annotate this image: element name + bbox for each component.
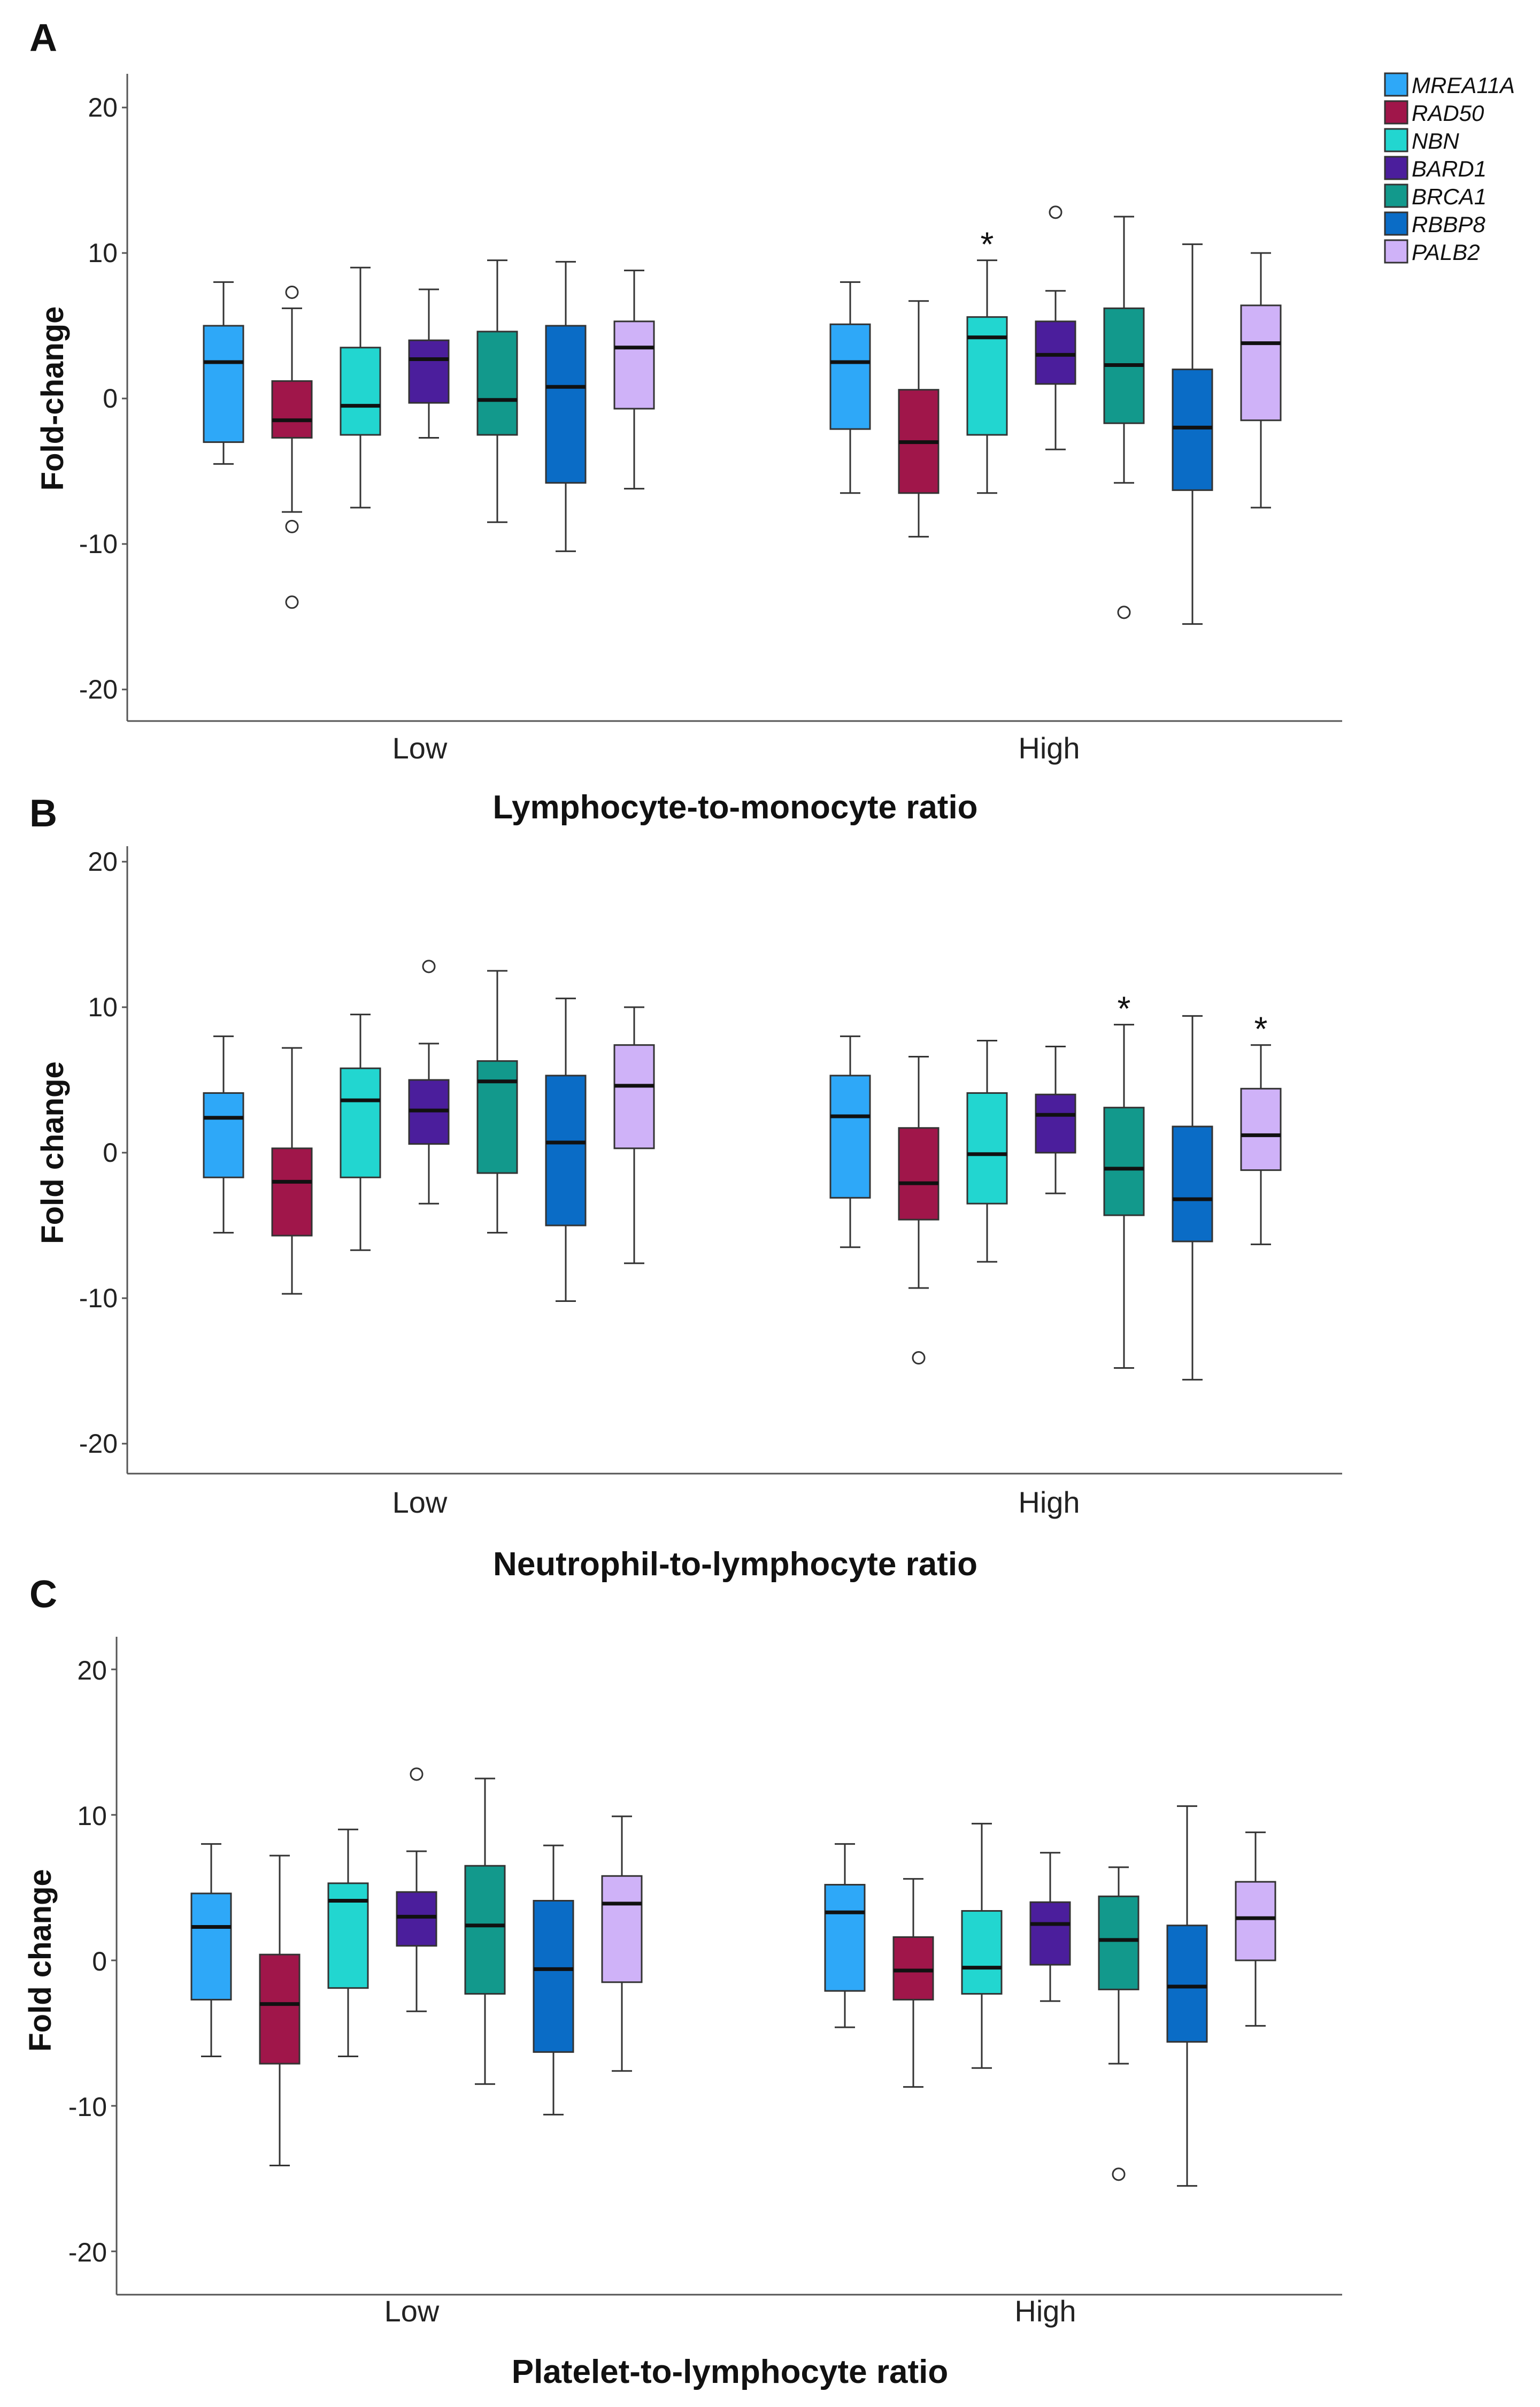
panel-b-high-rad50-outlier	[912, 1351, 926, 1365]
panel-b-ytick-neg10: -10	[79, 1283, 118, 1313]
panel-b-low-bard1-outlier	[422, 960, 436, 973]
legend: MREA11A RAD50 NBN BARD1 BRCA1 RBBP8 PALB…	[1384, 72, 1515, 265]
panel-a-low-rad50-outlier	[285, 595, 299, 609]
legend-swatch-nbn	[1384, 128, 1408, 152]
panel-a: A Fold-change 20 10 0 -10 -20 Low High L…	[29, 17, 1080, 826]
panel-c: C Fold change 20 10 0 -10 -20 Low High P…	[23, 1573, 1076, 2390]
panel-b-y-axis-label: Fold change	[35, 1061, 70, 1244]
legend-swatch-brca1	[1384, 183, 1408, 208]
legend-swatch-palb2	[1384, 239, 1408, 264]
panel-a-low-palb2-box	[613, 320, 655, 410]
panel-b-low-brca1-box	[476, 1060, 518, 1174]
panel-b: B Fold change 20 10 0 -10 -20 Low High N…	[29, 792, 1080, 1583]
panel-a-low-bard1-box	[408, 339, 450, 404]
panel-b-high-rbbp8-box	[1172, 1125, 1213, 1243]
panel-a-low-rad50-outlier	[285, 285, 299, 299]
panel-c-ytick-10: 10	[77, 1801, 107, 1831]
panel-c-low-palb2-box	[601, 1875, 643, 1983]
legend-swatch-mrea11a	[1384, 72, 1408, 97]
panel-c-high-bard1-box	[1029, 1901, 1071, 1966]
panel-a-group-low: Low	[392, 731, 448, 765]
panel-c-high-rad50-box	[892, 1936, 934, 2000]
panel-c-ytick-neg20: -20	[68, 2237, 107, 2267]
panel-a-low-mrea11a-box	[203, 325, 244, 443]
panel-c-y-axis-label: Fold change	[23, 1869, 58, 2052]
panel-a-low-rad50-outlier	[285, 519, 299, 533]
panel-b-low-rbbp8-box	[545, 1075, 587, 1227]
panel-a-high-bard1-box	[1035, 320, 1076, 385]
panel-b-high-brca1-box	[1103, 1107, 1145, 1216]
panel-c-ytick-neg10: -10	[68, 2092, 107, 2122]
panel-a-ytick-10: 10	[88, 238, 118, 268]
panel-c-letter: C	[29, 1573, 57, 1616]
panel-a-high-rbbp8-box	[1172, 369, 1213, 491]
panel-b-ytick-0: 0	[103, 1138, 118, 1168]
panel-b-low-palb2-box	[613, 1044, 655, 1149]
panel-c-ytick-20: 20	[77, 1655, 107, 1685]
panel-b-ytick-20: 20	[88, 847, 118, 877]
panel-c-high-brca1-outlier	[1112, 2167, 1126, 2181]
panel-b-high-palb2-box	[1240, 1087, 1282, 1171]
legend-label-nbn: NBN	[1412, 128, 1459, 154]
panel-a-letter: A	[29, 17, 57, 59]
legend-label-rad50: RAD50	[1412, 101, 1484, 126]
panel-b-x-axis-label: Neutrophil-to-lymphocyte ratio	[493, 1546, 977, 1583]
panel-c-high-rbbp8-box	[1166, 1925, 1208, 2043]
legend-swatch-bard1	[1384, 156, 1408, 180]
panel-b-high-brca1-significance-star: *	[1118, 990, 1131, 1028]
panel-a-high-mrea11a-box	[829, 323, 871, 430]
panel-a-low-brca1-box	[476, 331, 518, 436]
panel-b-group-high: High	[1018, 1485, 1080, 1519]
panel-a-low-nbn-box	[340, 347, 381, 436]
legend-label-bard1: BARD1	[1412, 156, 1487, 181]
legend-swatch-rbbp8	[1384, 211, 1408, 236]
panel-c-high-palb2-box	[1235, 1881, 1276, 1961]
panel-b-low-rad50-box	[271, 1147, 313, 1237]
panel-a-ytick-neg10: -10	[79, 529, 118, 559]
panel-c-group-high: High	[1014, 2294, 1076, 2328]
panel-c-low-rbbp8-box	[533, 1899, 574, 2053]
panel-a-ytick-0: 0	[103, 384, 118, 413]
panel-a-low-rad50-box	[271, 380, 313, 439]
legend-label-mrea11a: MREA11A	[1412, 73, 1515, 98]
panel-c-low-bard1-outlier	[410, 1767, 424, 1781]
panel-a-high-nbn-box	[966, 316, 1008, 436]
panel-b-high-nbn-box	[966, 1092, 1008, 1205]
panel-c-high-nbn-box	[961, 1910, 1003, 1995]
panel-a-high-brca1-outlier	[1117, 605, 1131, 619]
panel-b-low-nbn-box	[340, 1067, 381, 1178]
panel-c-high-mrea11a-box	[824, 1884, 866, 1992]
panel-a-x-axis-label: Lymphocyte-to-monocyte ratio	[492, 789, 977, 826]
panel-a-high-nbn-significance-star: *	[981, 225, 994, 264]
legend-label-brca1: BRCA1	[1412, 184, 1487, 209]
panel-c-low-rad50-box	[259, 1953, 301, 2065]
panel-a-low-rbbp8-box	[545, 325, 587, 484]
panel-a-high-bard1-outlier	[1049, 205, 1062, 219]
panel-b-high-mrea11a-box	[829, 1075, 871, 1199]
legend-label-rbbp8: RBBP8	[1412, 212, 1485, 237]
panel-c-low-brca1-box	[464, 1865, 506, 1995]
panel-b-high-palb2-significance-star: *	[1254, 1010, 1268, 1048]
legend-label-palb2: PALB2	[1412, 240, 1480, 265]
panel-c-high-brca1-box	[1098, 1895, 1139, 1990]
panel-b-high-rad50-box	[898, 1127, 940, 1221]
panel-b-high-bard1-box	[1035, 1093, 1076, 1154]
panel-a-y-axis-label: Fold-change	[35, 306, 70, 491]
panel-a-group-high: High	[1018, 731, 1080, 765]
panel-a-ytick-neg20: -20	[79, 674, 118, 704]
panel-b-ytick-10: 10	[88, 992, 118, 1022]
panel-b-low-mrea11a-box	[203, 1092, 244, 1178]
panel-c-low-mrea11a-box	[190, 1892, 232, 2000]
panel-b-group-low: Low	[392, 1485, 448, 1519]
panel-c-low-bard1-box	[396, 1891, 437, 1947]
panel-b-ytick-neg20: -20	[79, 1429, 118, 1459]
panel-c-x-axis-label: Platelet-to-lymphocyte ratio	[512, 2354, 948, 2390]
panel-b-letter: B	[29, 792, 57, 835]
panel-c-ytick-0: 0	[92, 1946, 107, 1976]
panel-a-ytick-20: 20	[88, 93, 118, 122]
panel-a-high-palb2-box	[1240, 304, 1282, 421]
legend-swatch-rad50	[1384, 100, 1408, 125]
panel-c-group-low: Low	[384, 2294, 440, 2328]
